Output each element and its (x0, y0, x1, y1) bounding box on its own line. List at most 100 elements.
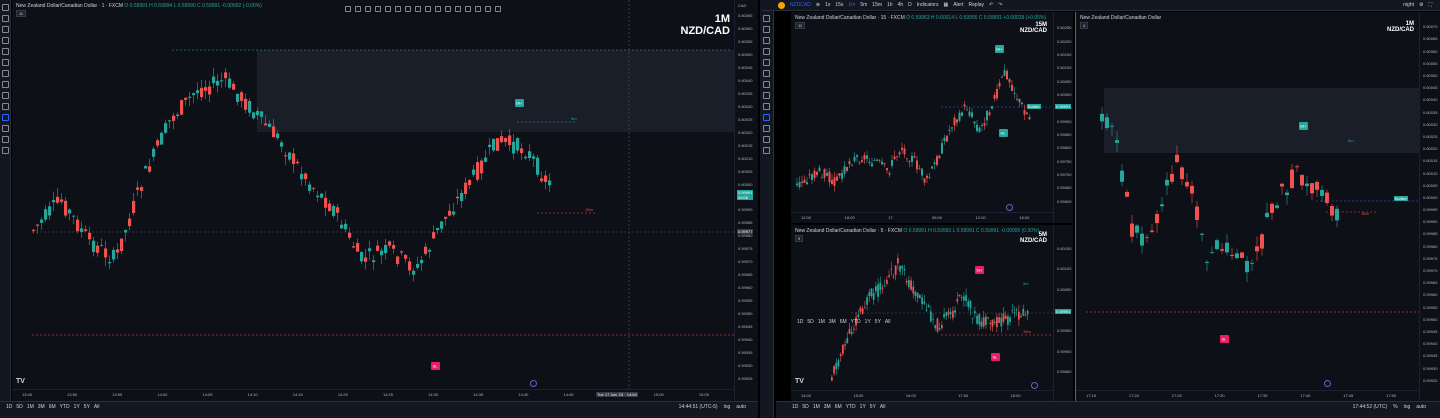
text-icon[interactable] (485, 6, 491, 12)
range-YTD[interactable]: YTD (59, 404, 70, 410)
eye-icon[interactable] (763, 136, 770, 143)
indicator-count-badge[interactable]: 9 (795, 235, 804, 242)
pattern-icon[interactable] (1, 59, 9, 66)
price-axis[interactable]: CAD 0.60065 0.60060 0.60055 0.60050 0.60045 0… (734, 0, 758, 401)
trendline-icon[interactable] (763, 15, 770, 22)
interval-15m[interactable]: 15m (872, 2, 883, 8)
text-icon[interactable] (763, 70, 770, 77)
time-axis[interactable]: 12:00 18:00 17 06:00 12:00 18:00 (791, 212, 1053, 222)
range-All[interactable]: All (884, 319, 891, 325)
range-All[interactable]: All (93, 404, 100, 410)
interval-4h[interactable]: 4h (897, 2, 904, 8)
avatar[interactable] (778, 1, 785, 9)
interval-1m[interactable]: 1m (848, 2, 856, 8)
note-icon[interactable] (435, 6, 441, 12)
indicators-button[interactable]: Indicators (916, 2, 939, 8)
time-axis[interactable]: 17:15 17:20 17:25 17:30 17:35 17:40 17:45 17:50 (1076, 390, 1419, 400)
alert-button[interactable]: Alert (953, 2, 964, 8)
range-1Y[interactable]: 1Y (859, 404, 866, 410)
chart-pane-5m[interactable]: New Zealand Dollar/Canadian Dollar · 5 ·… (791, 225, 1073, 401)
hline-icon[interactable] (415, 6, 421, 12)
templates-icon[interactable]: ▦ (943, 2, 949, 8)
range-1D[interactable]: 1D (6, 404, 13, 410)
eye-icon[interactable] (1, 136, 9, 143)
fullscreen-icon[interactable]: ⛶ (1428, 2, 1432, 8)
interval-5m[interactable]: 5m (860, 2, 868, 8)
auto-toggle[interactable]: auto (736, 404, 746, 410)
range-5D[interactable]: 5D (16, 404, 23, 410)
date-range-icon[interactable] (475, 6, 481, 12)
measure-icon[interactable] (465, 6, 471, 12)
fib-icon[interactable] (375, 6, 381, 12)
wave-icon[interactable] (395, 6, 401, 12)
forecast-icon[interactable] (1, 70, 9, 77)
range-YTD[interactable]: YTD (850, 319, 861, 325)
compare-icon[interactable]: ⊕ (815, 2, 821, 8)
fib-icon[interactable] (763, 26, 770, 33)
chart-pane-1m[interactable]: New Zealand Dollar/Canadian Dollar · 1 ·… (12, 0, 758, 401)
forecast-icon[interactable] (763, 48, 770, 55)
range-3M[interactable]: 3M (823, 404, 831, 410)
layout-name[interactable]: night (1403, 2, 1414, 8)
percent-toggle[interactable]: % (1393, 404, 1398, 410)
log-toggle[interactable]: log (1403, 404, 1411, 410)
symbol-search[interactable]: NZDCAD (790, 2, 811, 8)
goto-realtime-icon[interactable] (1006, 204, 1013, 211)
auto-toggle[interactable]: auto (1416, 404, 1426, 410)
redo-icon[interactable]: ↷ (998, 2, 1003, 8)
range-6M[interactable]: 6M (48, 404, 56, 410)
zoom-icon[interactable] (763, 103, 770, 110)
range-6M[interactable]: 6M (839, 319, 847, 325)
price-axis[interactable]: 0.60250 0.60200 0.60150 0.60100 0.60050 0.600… (1027, 12, 1073, 223)
flag-icon[interactable] (455, 6, 461, 12)
chart-pane-15m[interactable]: New Zealand Dollar/Canadian Dollar · 15 … (791, 12, 1073, 223)
indicator-count-badge[interactable]: 4 (1080, 22, 1089, 29)
undo-icon[interactable]: ↶ (989, 2, 994, 8)
settings-icon[interactable]: ⚙ (1419, 2, 1424, 8)
range-5D[interactable]: 5D (802, 404, 809, 410)
ruler-icon[interactable] (1, 92, 9, 99)
magnet-icon[interactable] (1, 114, 9, 121)
replay-button[interactable]: Replay (968, 2, 985, 8)
emoji-icon[interactable] (1, 81, 9, 88)
text-icon[interactable] (1, 48, 9, 55)
price-axis[interactable]: 0.601500.601000.600500.600000.599500.599… (1053, 225, 1073, 401)
comment-icon[interactable] (445, 6, 451, 12)
pattern-icon[interactable] (763, 37, 770, 44)
trash-icon[interactable] (1, 147, 9, 154)
goto-realtime-icon[interactable] (1031, 382, 1038, 389)
fib-icon[interactable] (1, 26, 9, 33)
goto-realtime-icon[interactable] (530, 380, 537, 387)
ruler-icon[interactable] (763, 92, 770, 99)
log-toggle[interactable]: log (723, 404, 731, 410)
time-axis[interactable]: 14:00 15:00 16:00 17:00 18:00 (791, 390, 1053, 400)
rect-icon[interactable] (345, 6, 351, 12)
zoom-icon[interactable] (1, 103, 9, 110)
range-3M[interactable]: 3M (828, 319, 836, 325)
indicator-count-badge[interactable]: 11 (795, 22, 806, 29)
range-5D[interactable]: 5D (807, 319, 814, 325)
lock-icon[interactable] (763, 125, 770, 132)
price-range-icon[interactable] (495, 6, 501, 12)
range-1M[interactable]: 1M (26, 404, 34, 410)
range-1M[interactable]: 1M (812, 404, 820, 410)
range-5Y[interactable]: 5Y (869, 404, 876, 410)
grid-icon[interactable] (365, 6, 371, 12)
range-3M[interactable]: 3M (37, 404, 45, 410)
goto-realtime-icon[interactable] (1324, 380, 1331, 387)
crosshair-icon[interactable] (1, 4, 9, 11)
range-5Y[interactable]: 5Y (83, 404, 90, 410)
interval-15s[interactable]: 15s (835, 2, 844, 8)
range-1Y[interactable]: 1Y (864, 319, 871, 325)
range-1D[interactable]: 1D (797, 319, 804, 325)
chart-pane-1m-right[interactable]: New Zealand Dollar/Canadian Dollar 4 1M … (1075, 12, 1440, 401)
pattern-icon[interactable] (385, 6, 391, 12)
range-1M[interactable]: 1M (817, 319, 825, 325)
shapes-icon[interactable] (763, 59, 770, 66)
interval-1h[interactable]: 1h (887, 2, 893, 8)
range-1Y[interactable]: 1Y (73, 404, 80, 410)
line-icon[interactable] (355, 6, 361, 12)
range-All[interactable]: All (879, 404, 886, 410)
time-axis[interactable]: 13:45 13:50 13:55 14:00 14:05 14:10 14:15 14:20… (12, 389, 734, 399)
ray-icon[interactable] (425, 6, 431, 12)
